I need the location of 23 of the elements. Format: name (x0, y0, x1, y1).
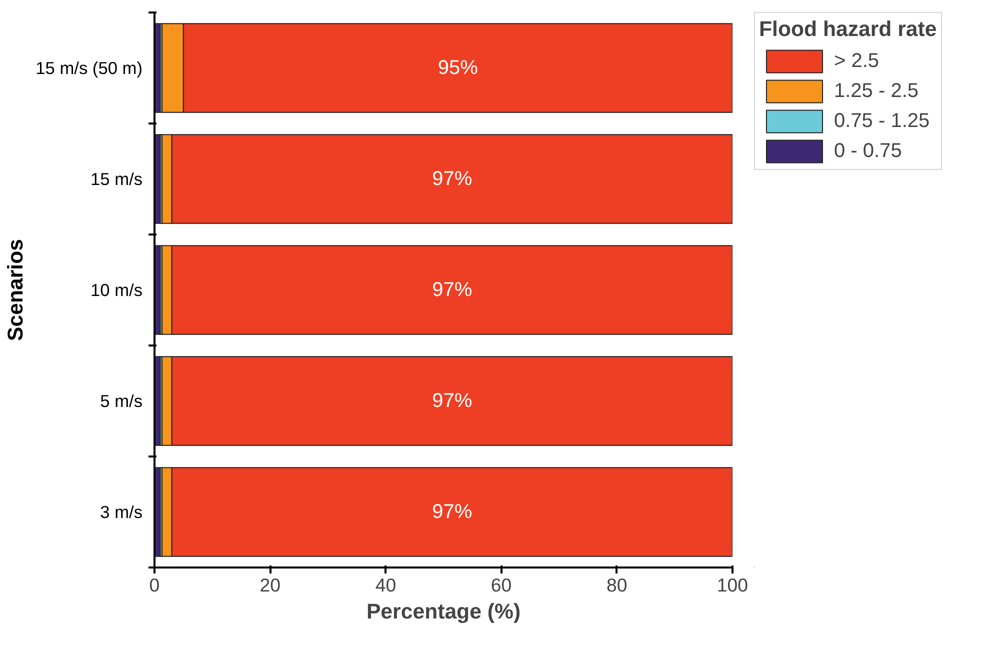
data-label: 97% (432, 501, 472, 523)
data-label: 97% (432, 279, 472, 301)
data-label: 97% (432, 168, 472, 190)
y-tick-label: 10 m/s (90, 280, 143, 300)
y-axis-title: Scenarios (4, 239, 28, 341)
x-tick-label: 20 (260, 574, 280, 596)
legend-label: > 2.5 (834, 50, 880, 72)
x-axis-title: Percentage (%) (366, 600, 521, 624)
x-tick-label: 40 (375, 574, 396, 596)
data-label: 97% (432, 390, 472, 412)
y-tick-label: 5 m/s (100, 391, 143, 411)
x-tick-label: 100 (716, 574, 748, 596)
y-tick-label: 15 m/s (90, 169, 143, 189)
legend-label: 1.25 - 2.5 (834, 80, 919, 102)
data-label: 95% (438, 57, 478, 79)
x-tick-label: 60 (490, 574, 512, 596)
y-tick-label: 3 m/s (100, 502, 143, 522)
legend-label: 0.75 - 1.25 (834, 110, 930, 132)
y-tick-label: 15 m/s (50 m) (36, 58, 143, 78)
x-tick-label: 0 (149, 574, 160, 596)
x-tick-label: 80 (606, 574, 628, 596)
legend-label: 0 - 0.75 (834, 140, 902, 162)
legend-title: Flood hazard rate (759, 17, 937, 42)
